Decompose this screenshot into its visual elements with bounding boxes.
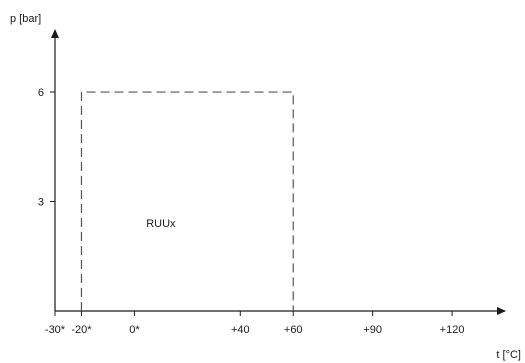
x-tick-label: -30*	[45, 324, 66, 336]
x-tick-label: -20*	[71, 324, 92, 336]
x-tick-label: +40	[231, 324, 250, 336]
y-axis-label: p [bar]	[10, 13, 41, 25]
region-label: RUUx	[146, 218, 176, 230]
operating-region-outline	[80, 91, 294, 311]
y-tick-label: 3	[38, 197, 44, 209]
y-axis-ticks: 36	[38, 87, 55, 209]
x-tick-label: +120	[440, 324, 465, 336]
x-axis-ticks: -30* -20* 0* +40 +60 +90 +120	[45, 311, 465, 336]
x-axis-label: t [°C]	[496, 349, 521, 361]
x-tick-label: 0*	[129, 324, 140, 336]
y-tick-label: 6	[38, 87, 44, 99]
x-tick-label: +90	[363, 324, 382, 336]
x-tick-label: +60	[284, 324, 303, 336]
